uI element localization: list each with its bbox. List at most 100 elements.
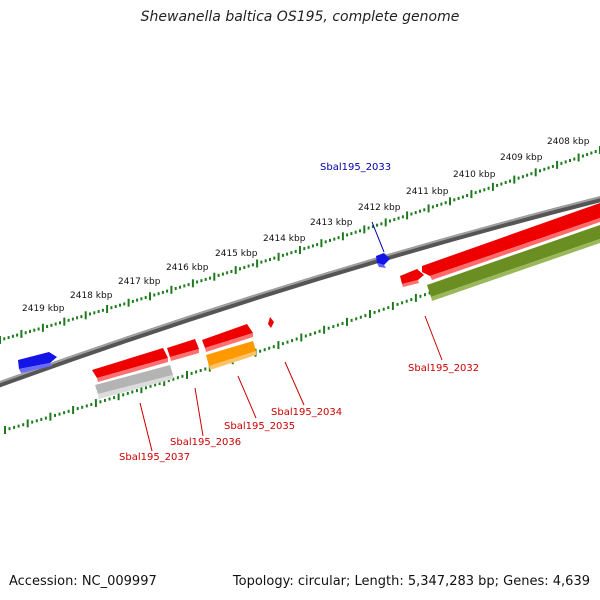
outer-minor-tick [76, 316, 79, 320]
outer-minor-tick [303, 247, 306, 251]
outer-major-tick [320, 239, 323, 248]
inner-minor-tick [85, 404, 88, 408]
inner-minor-tick [122, 393, 125, 397]
outer-major-tick [406, 211, 409, 220]
gene-gray[interactable] [95, 365, 173, 399]
inner-minor-tick [63, 411, 66, 415]
scale-labels: 2408 kbp 2409 kbp 2410 kbp 2411 kbp 2412… [22, 137, 590, 314]
inner-minor-tick [318, 329, 321, 333]
outer-minor-tick [410, 212, 413, 216]
outer-minor-tick [204, 277, 207, 281]
gene-sbal195-2034[interactable] [202, 324, 253, 352]
gene-red-triangle[interactable] [268, 317, 274, 328]
inner-minor-tick [410, 298, 413, 302]
outer-minor-tick [496, 183, 499, 187]
inner-minor-tick [90, 403, 93, 406]
inner-minor-tick [76, 407, 79, 411]
inner-minor-tick [40, 417, 43, 421]
outer-minor-tick [281, 253, 284, 257]
outer-minor-tick [509, 179, 511, 183]
outer-minor-tick [547, 166, 550, 170]
inner-minor-tick [401, 301, 404, 305]
outer-major-tick [534, 168, 537, 177]
gene-olive-long[interactable] [427, 225, 600, 301]
inner-major-tick [163, 378, 166, 387]
gene-label-2036[interactable]: Sbal195_2036 [170, 437, 241, 448]
gene-label-2033[interactable]: Sbal195_2033 [320, 162, 391, 173]
outer-minor-tick [307, 245, 310, 249]
outer-minor-tick [487, 186, 490, 190]
outer-major-tick [384, 218, 387, 227]
outer-minor-tick [389, 219, 391, 223]
outer-minor-tick [573, 157, 576, 161]
accession-text: Accession: NC_009997 [9, 574, 157, 589]
inner-minor-tick [17, 424, 20, 428]
outer-minor-tick [461, 195, 464, 199]
outer-minor-tick [337, 236, 340, 240]
outer-minor-tick [594, 150, 597, 153]
inner-minor-tick [332, 325, 335, 329]
inner-minor-tick [327, 326, 330, 330]
gene-label-2037[interactable]: Sbal195_2037 [119, 452, 190, 463]
outer-minor-tick [483, 188, 486, 192]
outer-minor-tick [67, 318, 70, 322]
gene-label-2034[interactable]: Sbal195_2034 [271, 407, 342, 418]
outer-minor-tick [174, 287, 177, 290]
outer-major-tick [556, 160, 559, 169]
inner-minor-tick [154, 383, 157, 387]
inner-major-tick [117, 392, 120, 401]
gene-sbal195-2032[interactable] [422, 203, 600, 280]
gene-labels: Sbal195_2033 Sbal195_2032 Sbal195_2034 S… [119, 162, 479, 463]
inner-minor-tick [13, 425, 16, 429]
inner-major-tick [140, 385, 143, 394]
outer-major-tick [63, 317, 66, 326]
outer-minor-tick [569, 159, 571, 162]
outer-minor-tick [333, 237, 336, 241]
inner-minor-tick [291, 339, 294, 343]
outer-minor-tick [431, 205, 434, 209]
topology-text: Topology: circular; Length: 5,347,283 bp… [232, 574, 590, 589]
outer-minor-tick [517, 176, 520, 180]
outer-minor-tick [273, 256, 276, 260]
outer-major-tick [20, 329, 23, 338]
outer-minor-tick [33, 328, 36, 332]
outer-major-tick [170, 285, 173, 294]
outer-minor-tick [380, 222, 383, 226]
outer-major-tick [491, 182, 494, 191]
outer-minor-tick [24, 331, 27, 335]
inner-major-tick [323, 325, 326, 334]
inner-minor-tick [58, 412, 61, 416]
outer-minor-tick [423, 208, 426, 212]
outer-minor-tick [59, 321, 61, 325]
label-leaders [139, 221, 443, 452]
gene-label-2032[interactable]: Sbal195_2032 [408, 363, 479, 374]
outer-minor-tick [397, 216, 400, 220]
gene-sbal195-2036[interactable] [167, 339, 199, 361]
gene-sbal195-2033[interactable] [376, 253, 390, 268]
outer-minor-tick [350, 232, 353, 236]
inner-minor-tick [286, 340, 289, 344]
gene-blue-left[interactable] [18, 352, 57, 373]
outer-minor-tick [590, 151, 593, 155]
gene-sbal195-2037[interactable] [92, 348, 168, 382]
outer-minor-tick [3, 337, 6, 341]
outer-minor-tick [136, 298, 139, 302]
outer-minor-tick [89, 312, 91, 316]
outer-minor-tick [401, 215, 404, 219]
inner-minor-tick [35, 419, 38, 423]
outer-minor-tick [329, 238, 331, 242]
inner-minor-tick [8, 427, 11, 431]
inner-minor-tick [199, 369, 202, 372]
gene-label-2035[interactable]: Sbal195_2035 [224, 421, 295, 432]
outer-minor-tick [393, 218, 396, 222]
outer-major-tick [513, 175, 516, 184]
outer-minor-tick [157, 292, 160, 296]
outer-major-tick [106, 305, 109, 313]
outer-minor-tick [444, 201, 447, 205]
gene-red-small-right[interactable] [400, 269, 424, 287]
outer-major-tick [427, 204, 430, 213]
outer-minor-tick [217, 273, 220, 277]
gene-sbal195-2035[interactable] [206, 341, 256, 370]
inner-minor-tick [364, 314, 367, 318]
inner-minor-tick [295, 337, 298, 341]
